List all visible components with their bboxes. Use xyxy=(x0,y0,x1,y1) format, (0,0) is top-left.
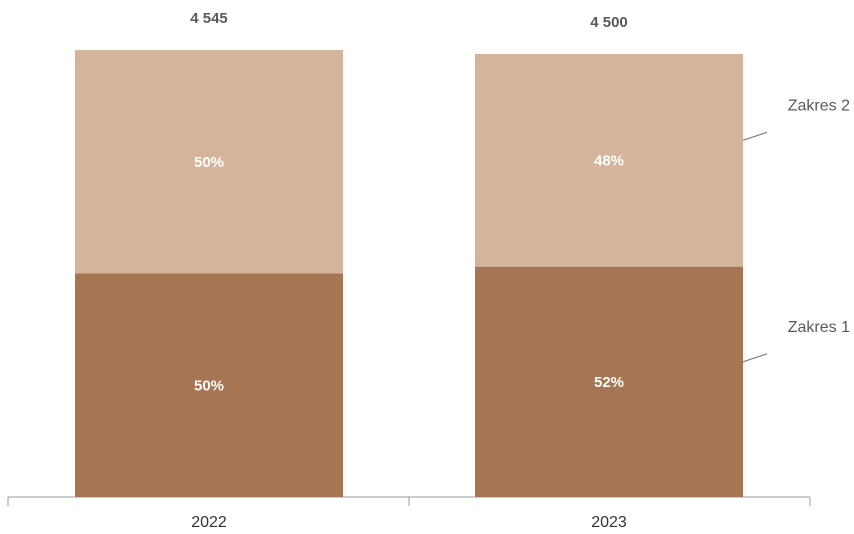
category-label-2022: 2022 xyxy=(191,514,227,531)
bar-2023-series-1 xyxy=(475,266,743,497)
leader-line-series-1 xyxy=(742,353,768,363)
bar-2022-series-2 xyxy=(75,50,343,274)
data-label-2023-series-1: 52% xyxy=(594,374,624,391)
series-label-1: Zakres 1 xyxy=(788,319,850,336)
bar-2022-series-1 xyxy=(75,273,343,497)
bar-2023-series-2 xyxy=(475,54,743,267)
leader-line-series-2 xyxy=(742,131,768,141)
data-label-2023-series-2: 48% xyxy=(594,152,624,169)
data-label-2022-series-2: 50% xyxy=(194,154,224,171)
total-label-2022: 4 545 xyxy=(190,10,228,27)
series-label-2: Zakres 2 xyxy=(788,97,850,114)
category-label-2023: 2023 xyxy=(591,514,627,531)
total-label-2023: 4 500 xyxy=(590,14,628,31)
data-label-2022-series-1: 50% xyxy=(194,377,224,394)
